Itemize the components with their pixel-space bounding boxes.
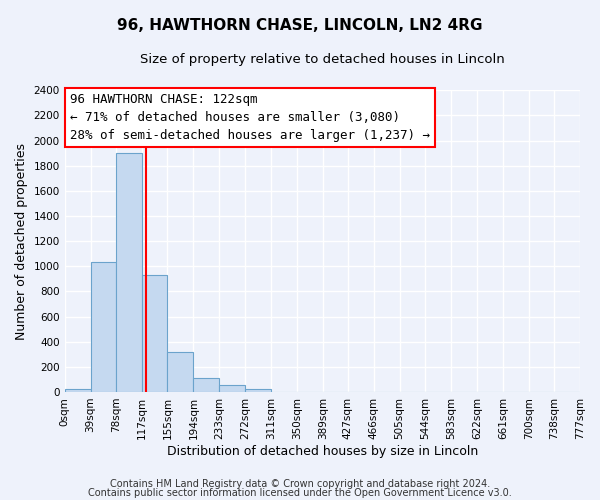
Bar — [142, 275, 167, 392]
Bar — [167, 352, 193, 392]
Text: 96 HAWTHORN CHASE: 122sqm
← 71% of detached houses are smaller (3,080)
28% of se: 96 HAWTHORN CHASE: 122sqm ← 71% of detac… — [70, 94, 430, 142]
Bar — [219, 385, 245, 392]
Bar — [91, 262, 116, 392]
Y-axis label: Number of detached properties: Number of detached properties — [15, 142, 28, 340]
Bar — [65, 389, 91, 392]
Text: 96, HAWTHORN CHASE, LINCOLN, LN2 4RG: 96, HAWTHORN CHASE, LINCOLN, LN2 4RG — [117, 18, 483, 32]
Bar — [116, 153, 142, 392]
Title: Size of property relative to detached houses in Lincoln: Size of property relative to detached ho… — [140, 52, 505, 66]
Bar — [193, 378, 219, 392]
Text: Contains HM Land Registry data © Crown copyright and database right 2024.: Contains HM Land Registry data © Crown c… — [110, 479, 490, 489]
Bar — [245, 389, 271, 392]
X-axis label: Distribution of detached houses by size in Lincoln: Distribution of detached houses by size … — [167, 444, 478, 458]
Text: Contains public sector information licensed under the Open Government Licence v3: Contains public sector information licen… — [88, 488, 512, 498]
